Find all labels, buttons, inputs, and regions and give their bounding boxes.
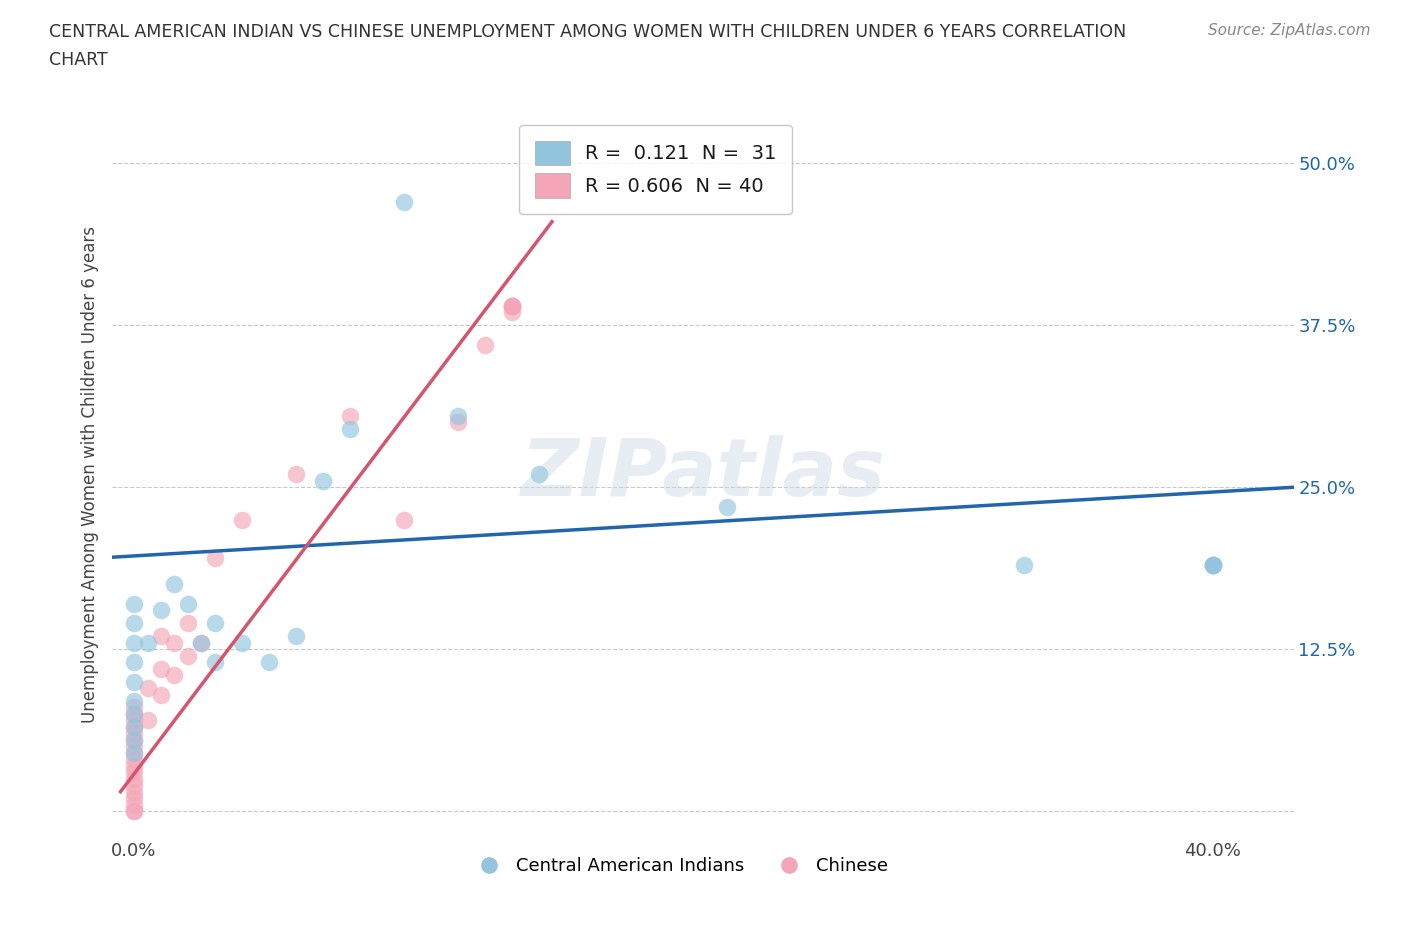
Point	[122, 777, 145, 792]
Point	[122, 707, 145, 722]
Point	[204, 551, 226, 566]
Point	[122, 751, 145, 766]
Point	[122, 745, 145, 760]
Point	[392, 195, 415, 210]
Point	[122, 596, 145, 611]
Point	[122, 713, 145, 728]
Point	[122, 790, 145, 805]
Point	[122, 784, 145, 799]
Point	[1012, 558, 1035, 573]
Point	[150, 687, 173, 702]
Point	[163, 635, 186, 650]
Point	[122, 694, 145, 709]
Point	[122, 804, 145, 818]
Point	[122, 764, 145, 779]
Point	[446, 408, 468, 423]
Point	[122, 758, 145, 773]
Text: CHART: CHART	[49, 51, 108, 69]
Point	[122, 738, 145, 753]
Point	[501, 299, 523, 313]
Point	[501, 299, 523, 313]
Point	[231, 512, 253, 527]
Point	[177, 648, 200, 663]
Point	[392, 512, 415, 527]
Point	[501, 299, 523, 313]
Legend: Central American Indians, Chinese: Central American Indians, Chinese	[464, 850, 896, 883]
Point	[122, 616, 145, 631]
Point	[1201, 558, 1223, 573]
Point	[122, 745, 145, 760]
Point	[177, 616, 200, 631]
Point	[122, 804, 145, 818]
Point	[339, 408, 361, 423]
Point	[122, 733, 145, 748]
Point	[190, 635, 212, 650]
Point	[136, 713, 159, 728]
Point	[150, 661, 173, 676]
Text: CENTRAL AMERICAN INDIAN VS CHINESE UNEMPLOYMENT AMONG WOMEN WITH CHILDREN UNDER : CENTRAL AMERICAN INDIAN VS CHINESE UNEMP…	[49, 23, 1126, 41]
Point	[122, 726, 145, 741]
Point	[122, 771, 145, 786]
Point	[122, 674, 145, 689]
Point	[122, 733, 145, 748]
Point	[1201, 558, 1223, 573]
Point	[204, 655, 226, 670]
Point	[163, 577, 186, 591]
Point	[177, 596, 200, 611]
Point	[190, 635, 212, 650]
Point	[339, 421, 361, 436]
Point	[122, 797, 145, 812]
Y-axis label: Unemployment Among Women with Children Under 6 years: Unemployment Among Women with Children U…	[80, 226, 98, 723]
Point	[122, 655, 145, 670]
Point	[136, 681, 159, 696]
Text: Source: ZipAtlas.com: Source: ZipAtlas.com	[1208, 23, 1371, 38]
Text: ZIPatlas: ZIPatlas	[520, 435, 886, 513]
Point	[1201, 558, 1223, 573]
Point	[150, 603, 173, 618]
Point	[501, 299, 523, 313]
Point	[122, 707, 145, 722]
Point	[122, 635, 145, 650]
Point	[163, 668, 186, 683]
Point	[284, 467, 307, 482]
Point	[122, 700, 145, 715]
Point	[716, 499, 738, 514]
Point	[312, 473, 335, 488]
Point	[136, 635, 159, 650]
Point	[284, 629, 307, 644]
Point	[446, 415, 468, 430]
Point	[474, 338, 496, 352]
Point	[257, 655, 280, 670]
Point	[122, 720, 145, 735]
Point	[1201, 558, 1223, 573]
Point	[204, 616, 226, 631]
Point	[527, 467, 550, 482]
Point	[122, 720, 145, 735]
Point	[231, 635, 253, 650]
Point	[150, 629, 173, 644]
Point	[501, 305, 523, 320]
